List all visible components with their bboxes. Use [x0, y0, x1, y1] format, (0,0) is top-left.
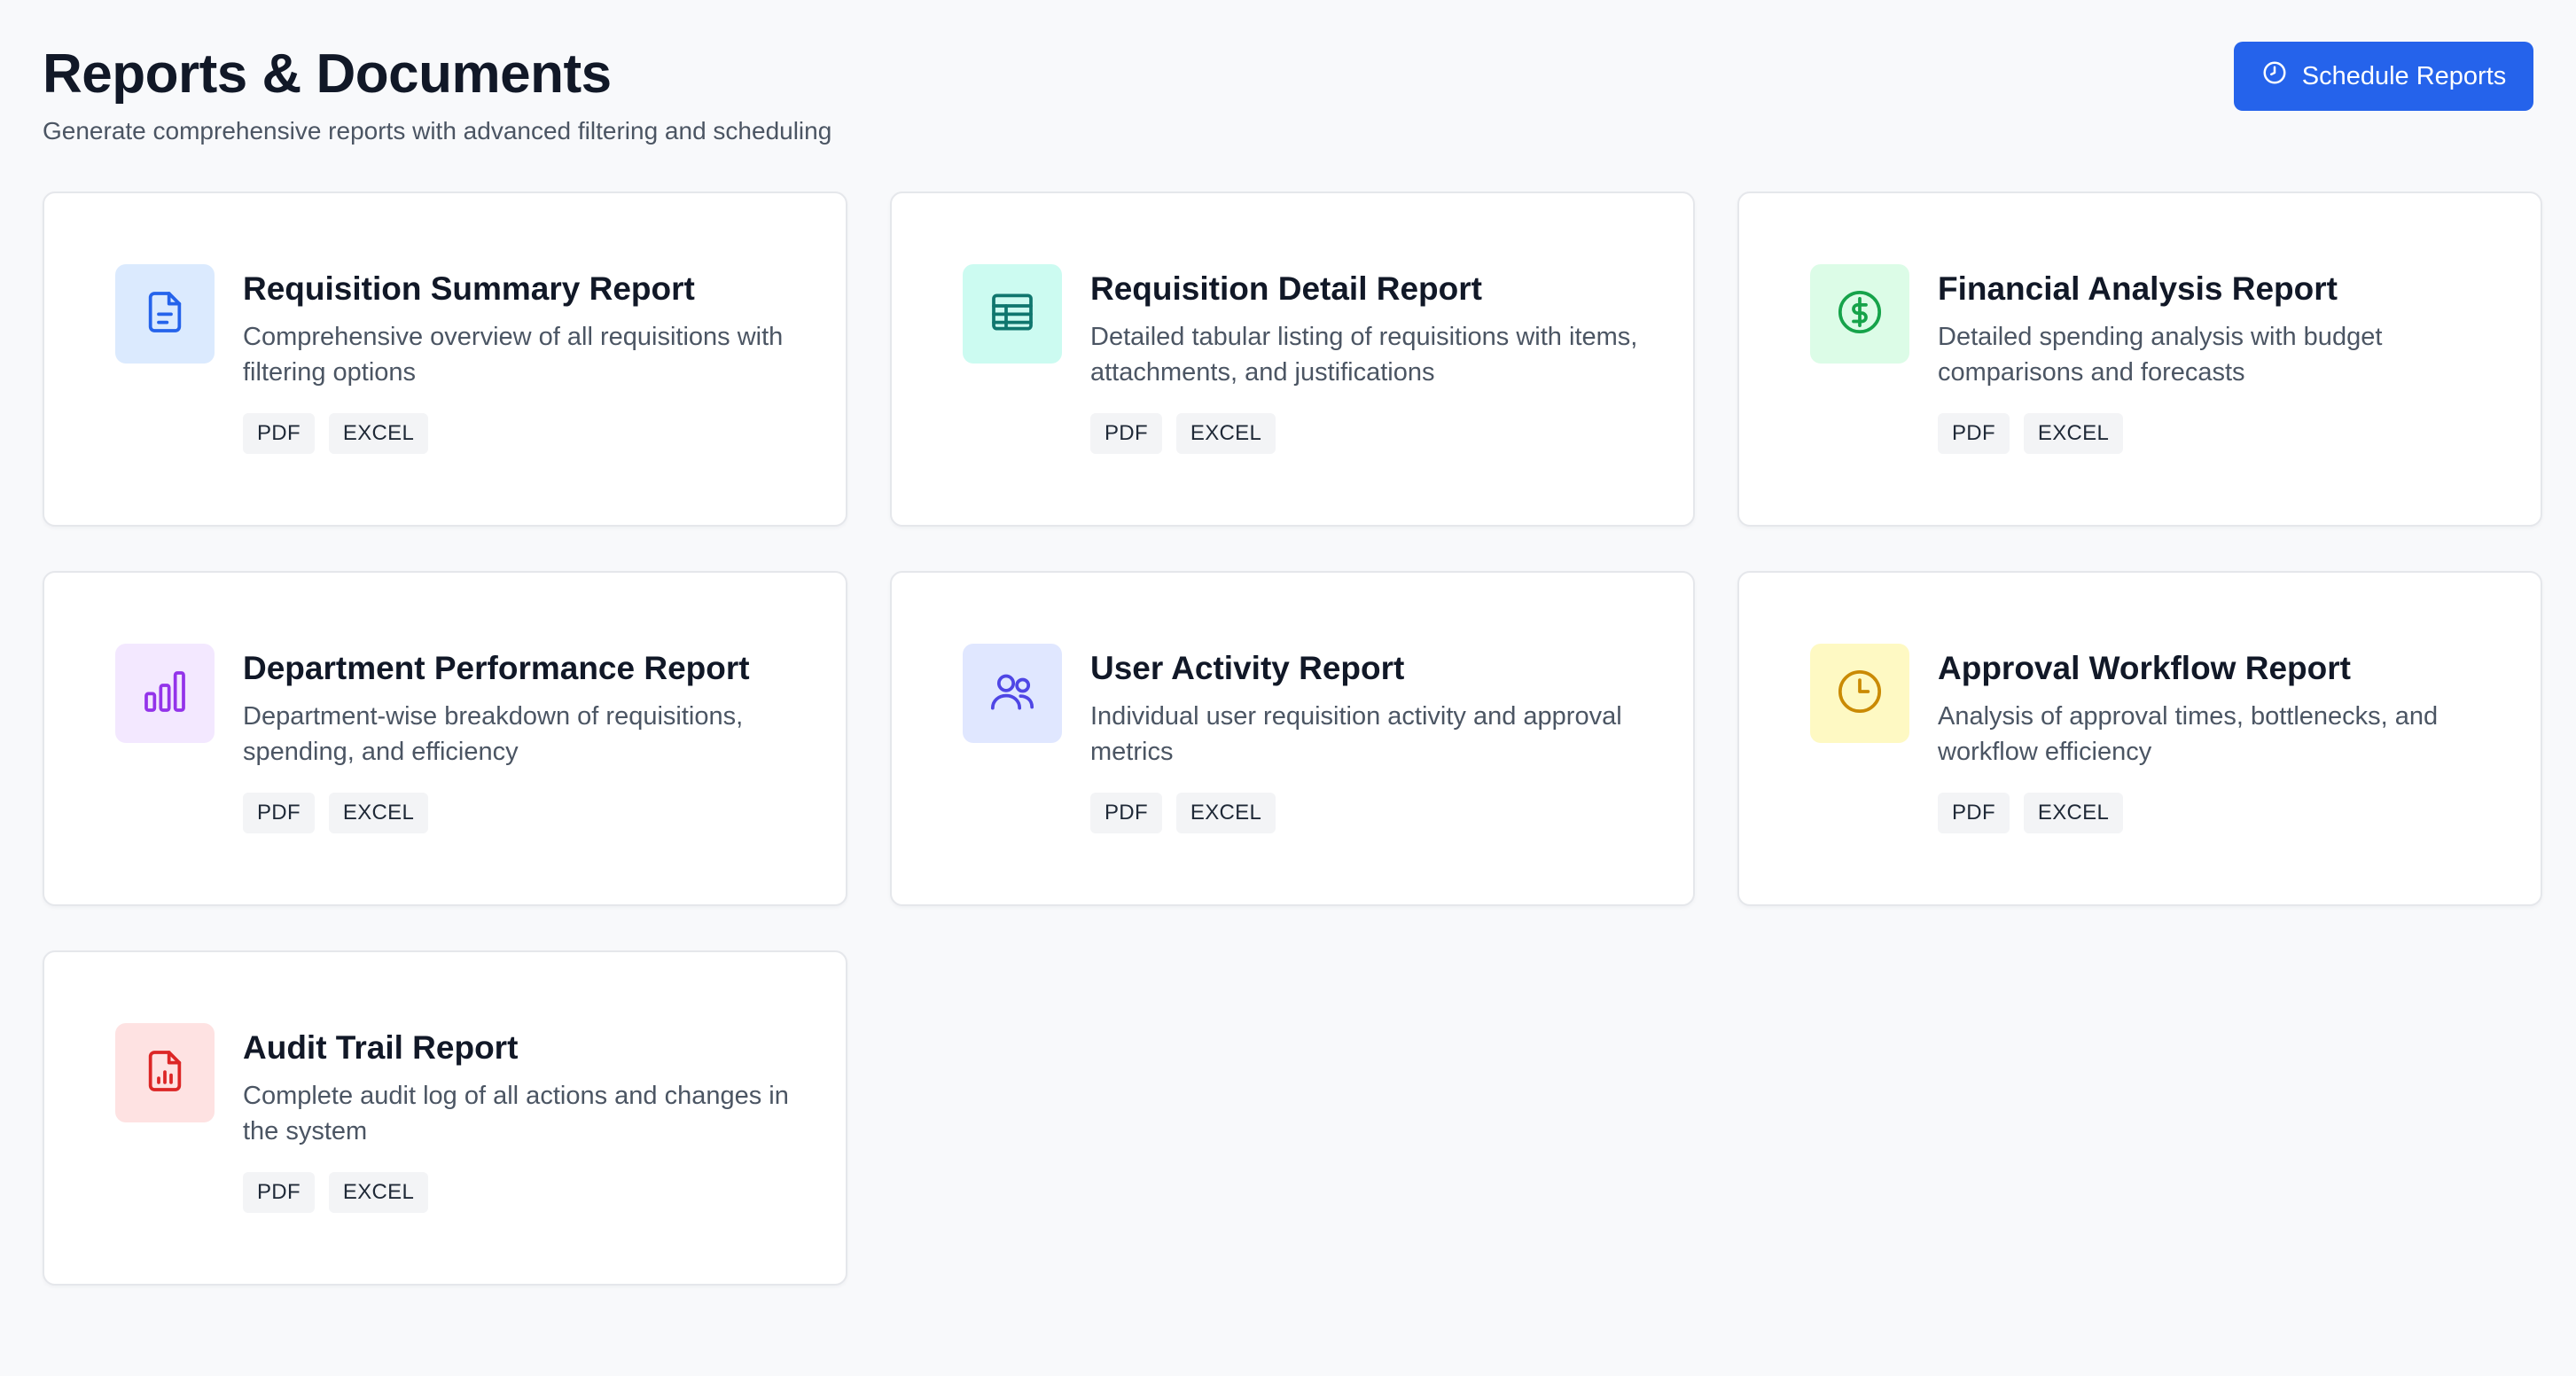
format-tag-pdf[interactable]: PDF: [243, 413, 315, 454]
report-icon-container: [115, 644, 215, 743]
clock-icon: [2261, 59, 2288, 93]
file-chart-icon: [140, 1046, 190, 1100]
format-tag-pdf[interactable]: PDF: [243, 793, 315, 833]
report-card-body: Audit Trail Report Complete audit log of…: [243, 1023, 792, 1213]
document-icon: [140, 287, 190, 341]
report-card-department-performance[interactable]: Department Performance Report Department…: [43, 571, 847, 906]
report-description: Analysis of approval times, bottlenecks,…: [1938, 702, 2439, 766]
format-tag-pdf[interactable]: PDF: [243, 1172, 315, 1213]
format-tags: PDF EXCEL: [1938, 793, 2487, 833]
schedule-reports-button[interactable]: Schedule Reports: [2234, 42, 2533, 111]
report-card-user-activity[interactable]: User Activity Report Individual user req…: [890, 571, 1695, 906]
clock-icon: [1835, 667, 1885, 721]
report-card-requisition-detail[interactable]: Requisition Detail Report Detailed tabul…: [890, 192, 1695, 527]
format-tag-excel[interactable]: EXCEL: [1175, 413, 1276, 454]
report-card-audit-trail[interactable]: Audit Trail Report Complete audit log of…: [43, 950, 847, 1286]
format-tag-excel[interactable]: EXCEL: [2023, 793, 2124, 833]
report-title: Approval Workflow Report: [1938, 650, 2351, 686]
report-description: Department-wise breakdown of requisition…: [243, 702, 744, 766]
format-tag-excel[interactable]: EXCEL: [328, 413, 429, 454]
format-tag-excel[interactable]: EXCEL: [328, 1172, 429, 1213]
report-card-body: Requisition Detail Report Detailed tabul…: [1090, 264, 1640, 454]
format-tag-excel[interactable]: EXCEL: [1175, 793, 1276, 833]
page-subtitle: Generate comprehensive reports with adva…: [43, 117, 832, 145]
page-header: Reports & Documents Generate comprehensi…: [43, 0, 2533, 192]
format-tag-pdf[interactable]: PDF: [1938, 793, 2010, 833]
report-card-body: User Activity Report Individual user req…: [1090, 644, 1640, 833]
report-card-financial-analysis[interactable]: Financial Analysis Report Detailed spend…: [1737, 192, 2542, 527]
report-card-requisition-summary[interactable]: Requisition Summary Report Comprehensive…: [43, 192, 847, 527]
report-title: Requisition Detail Report: [1090, 270, 1482, 307]
schedule-reports-label: Schedule Reports: [2301, 61, 2507, 90]
report-card-body: Financial Analysis Report Detailed spend…: [1938, 264, 2487, 454]
format-tag-pdf[interactable]: PDF: [1938, 413, 2010, 454]
report-description: Individual user requisition activity and…: [1090, 702, 1622, 766]
report-card-body: Department Performance Report Department…: [243, 644, 792, 833]
format-tag-excel[interactable]: EXCEL: [328, 793, 429, 833]
report-icon-container: [963, 264, 1062, 364]
format-tags: PDF EXCEL: [243, 413, 792, 454]
report-grid: Requisition Summary Report Comprehensive…: [43, 192, 2542, 1286]
format-tag-excel[interactable]: EXCEL: [2023, 413, 2124, 454]
page-title: Reports & Documents: [43, 43, 612, 105]
report-icon-container: [1810, 264, 1909, 364]
report-card-body: Requisition Summary Report Comprehensive…: [243, 264, 792, 454]
format-tags: PDF EXCEL: [243, 793, 792, 833]
format-tag-pdf[interactable]: PDF: [1090, 793, 1162, 833]
report-icon-container: [115, 264, 215, 364]
report-title: Requisition Summary Report: [243, 270, 695, 307]
bar-chart-icon: [140, 667, 190, 721]
table-icon: [987, 287, 1037, 341]
report-description: Complete audit log of all actions and ch…: [243, 1082, 789, 1145]
report-title: User Activity Report: [1090, 650, 1405, 686]
format-tag-pdf[interactable]: PDF: [1090, 413, 1162, 454]
report-icon-container: [115, 1023, 215, 1122]
report-icon-container: [963, 644, 1062, 743]
report-card-body: Approval Workflow Report Analysis of app…: [1938, 644, 2487, 833]
dollar-icon: [1835, 287, 1885, 341]
format-tags: PDF EXCEL: [243, 1172, 792, 1213]
users-icon: [987, 667, 1037, 721]
format-tags: PDF EXCEL: [1090, 413, 1640, 454]
report-icon-container: [1810, 644, 1909, 743]
report-title: Financial Analysis Report: [1938, 270, 2338, 307]
format-tags: PDF EXCEL: [1938, 413, 2487, 454]
report-title: Department Performance Report: [243, 650, 750, 686]
report-description: Detailed spending analysis with budget c…: [1938, 323, 2383, 387]
format-tags: PDF EXCEL: [1090, 793, 1640, 833]
report-description: Detailed tabular listing of requisitions…: [1090, 323, 1638, 387]
report-title: Audit Trail Report: [243, 1029, 519, 1066]
report-card-approval-workflow[interactable]: Approval Workflow Report Analysis of app…: [1737, 571, 2542, 906]
report-description: Comprehensive overview of all requisitio…: [243, 323, 784, 387]
